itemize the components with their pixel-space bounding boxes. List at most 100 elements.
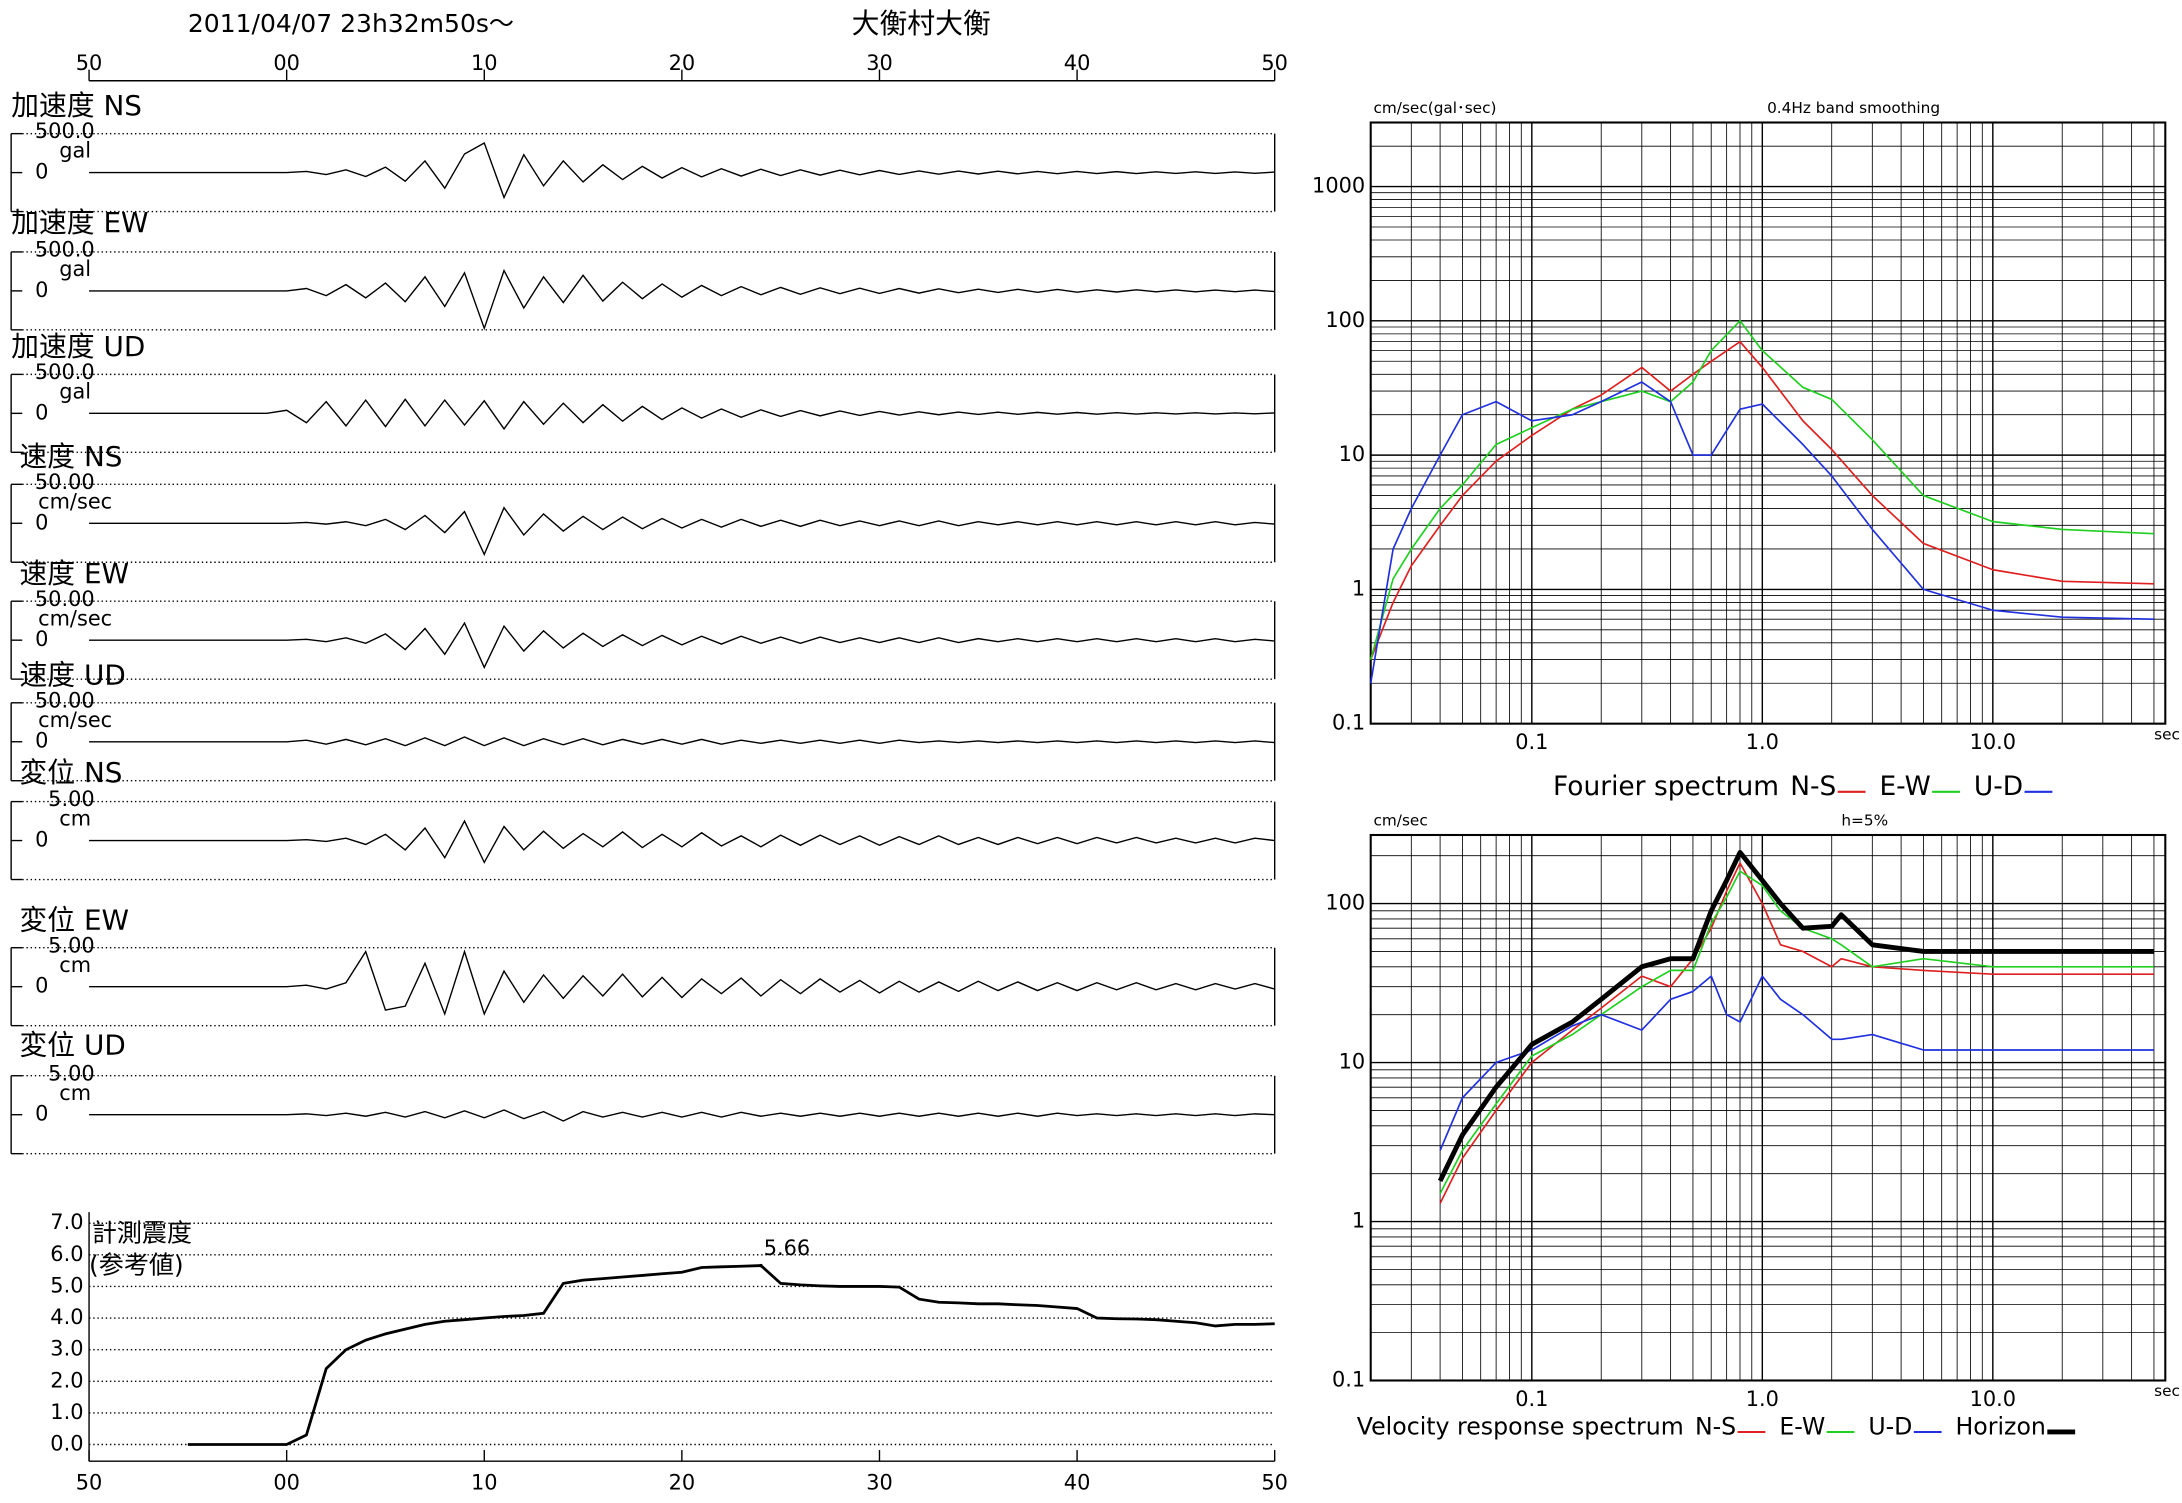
y-tick-label: 1000 [1312, 174, 1365, 198]
intensity-line [187, 1264, 1275, 1446]
y-tick-label: 0 [35, 627, 48, 651]
y-tick-label: 0 [35, 278, 48, 302]
y-tick-label: 0 [35, 974, 48, 998]
y-tick-label: 100 [1325, 308, 1365, 332]
series-line [1439, 975, 2154, 1151]
x-axis-label: sec [2154, 725, 2180, 743]
y-tick-label: 1 [1352, 1209, 1365, 1233]
peak-label: 5.66 [764, 1236, 810, 1260]
subtitle: h=5% [1841, 812, 1888, 830]
x-tick-label: 10 [471, 51, 498, 75]
unit-label: gal [59, 139, 91, 163]
trace [89, 398, 1275, 431]
station: 大衡村大衡 [852, 7, 991, 40]
legend-label: U-D [1868, 1412, 1912, 1440]
x-tick-label: 40 [1064, 1470, 1091, 1494]
unit-label: cm/sec [38, 489, 112, 513]
trace [89, 506, 1275, 557]
series-line [1439, 862, 2154, 1204]
panel-title: 変位 EW [19, 903, 129, 936]
y-tick-label: 4.0 [50, 1305, 83, 1329]
plot-frame [1369, 121, 2167, 725]
series-line [1369, 340, 2154, 660]
y-tick-label: 2.0 [50, 1368, 83, 1392]
x-tick-label: 00 [273, 1470, 300, 1494]
y-tick-label: 5.00 [48, 787, 94, 811]
x-tick-label: 0.1 [1515, 1387, 1548, 1411]
y-tick-label: 0 [35, 729, 48, 753]
peak-dot [759, 1263, 763, 1268]
unit-label: cm/sec [38, 708, 112, 732]
y-tick-label: 1.0 [50, 1400, 83, 1424]
legend-label: E-W [1879, 771, 1930, 802]
legend-label: N-S [1790, 771, 1836, 802]
x-tick-label: 20 [669, 1470, 696, 1494]
y-tick-label: 100 [1325, 891, 1365, 915]
y-axis-label: cm/sec(gal･sec) [1373, 99, 1496, 117]
trace [89, 621, 1275, 670]
panel-title: 速度 EW [19, 557, 129, 590]
y-tick-label: 3.0 [50, 1337, 83, 1361]
x-tick-label: 30 [866, 1470, 893, 1494]
datetime: 2011/04/07 23h32m50s〜 [188, 9, 514, 38]
series-line [1437, 849, 2154, 1183]
trace [89, 141, 1275, 200]
unit-label: cm [59, 1081, 91, 1105]
y-tick-label: 500.0 [35, 238, 95, 262]
y-tick-label: 0.1 [1332, 711, 1365, 735]
x-axis-label: sec [2154, 1382, 2180, 1400]
y-tick-label: 1 [1352, 576, 1365, 600]
trace [89, 819, 1275, 864]
series-line [1369, 381, 2154, 684]
y-tick-label: 10 [1339, 1050, 1366, 1074]
x-tick-label: 1.0 [1746, 1387, 1779, 1411]
trace [89, 268, 1275, 331]
unit-label: gal [59, 379, 91, 403]
legend-label: U-D [1974, 771, 2023, 802]
x-tick-label: 50 [76, 51, 103, 75]
series-line [1439, 870, 2154, 1194]
legend-label: E-W [1779, 1412, 1825, 1440]
x-tick-label: 20 [669, 51, 696, 75]
y-tick-label: 0.1 [1332, 1367, 1365, 1391]
y-tick-label: 5.0 [50, 1273, 83, 1297]
x-tick-label: 50 [76, 1470, 103, 1494]
unit-label: cm/sec [38, 606, 112, 630]
trace [89, 949, 1275, 1017]
y-axis-label: cm/sec [1373, 812, 1427, 830]
y-tick-label: 0 [35, 1102, 48, 1126]
panel-title: 変位 UD [19, 1029, 125, 1062]
y-tick-label: 5.00 [48, 933, 94, 957]
y-tick-label: 0 [35, 400, 48, 424]
trace [89, 736, 1275, 747]
y-tick-label: 0 [35, 828, 48, 852]
legend-title: Velocity response spectrum [1357, 1412, 1684, 1440]
y-tick-label: 50.00 [35, 587, 95, 611]
y-tick-label: 500.0 [35, 360, 95, 384]
x-tick-label: 40 [1064, 51, 1091, 75]
panel-title: 加速度 EW [11, 206, 148, 239]
y-tick-label: 6.0 [50, 1242, 83, 1266]
unit-label: gal [59, 257, 91, 281]
y-tick-label: 0 [35, 160, 48, 184]
unit-label: cm [59, 807, 91, 831]
panel-title: 変位 NS [19, 756, 122, 789]
trace [89, 1109, 1275, 1122]
x-tick-label: 1.0 [1746, 730, 1779, 754]
panel-title: 加速度 UD [11, 330, 145, 363]
chart-subtitle: (参考値) [89, 1250, 184, 1279]
y-tick-label: 50.00 [35, 688, 95, 712]
subtitle: 0.4Hz band smoothing [1767, 99, 1940, 117]
series-line [1369, 319, 2154, 660]
panel-title: 速度 UD [19, 658, 125, 691]
x-tick-label: 0.1 [1515, 730, 1548, 754]
x-tick-label: 00 [273, 51, 300, 75]
chart-title: 計測震度 [92, 1218, 192, 1247]
x-tick-label: 50 [1261, 1470, 1288, 1494]
x-tick-label: 10.0 [1970, 1387, 2016, 1411]
panel-title: 速度 NS [19, 440, 122, 473]
legend-label: Horizon [1956, 1412, 2046, 1440]
x-tick-label: 30 [866, 51, 893, 75]
legend-title: Fourier spectrum [1553, 771, 1779, 802]
